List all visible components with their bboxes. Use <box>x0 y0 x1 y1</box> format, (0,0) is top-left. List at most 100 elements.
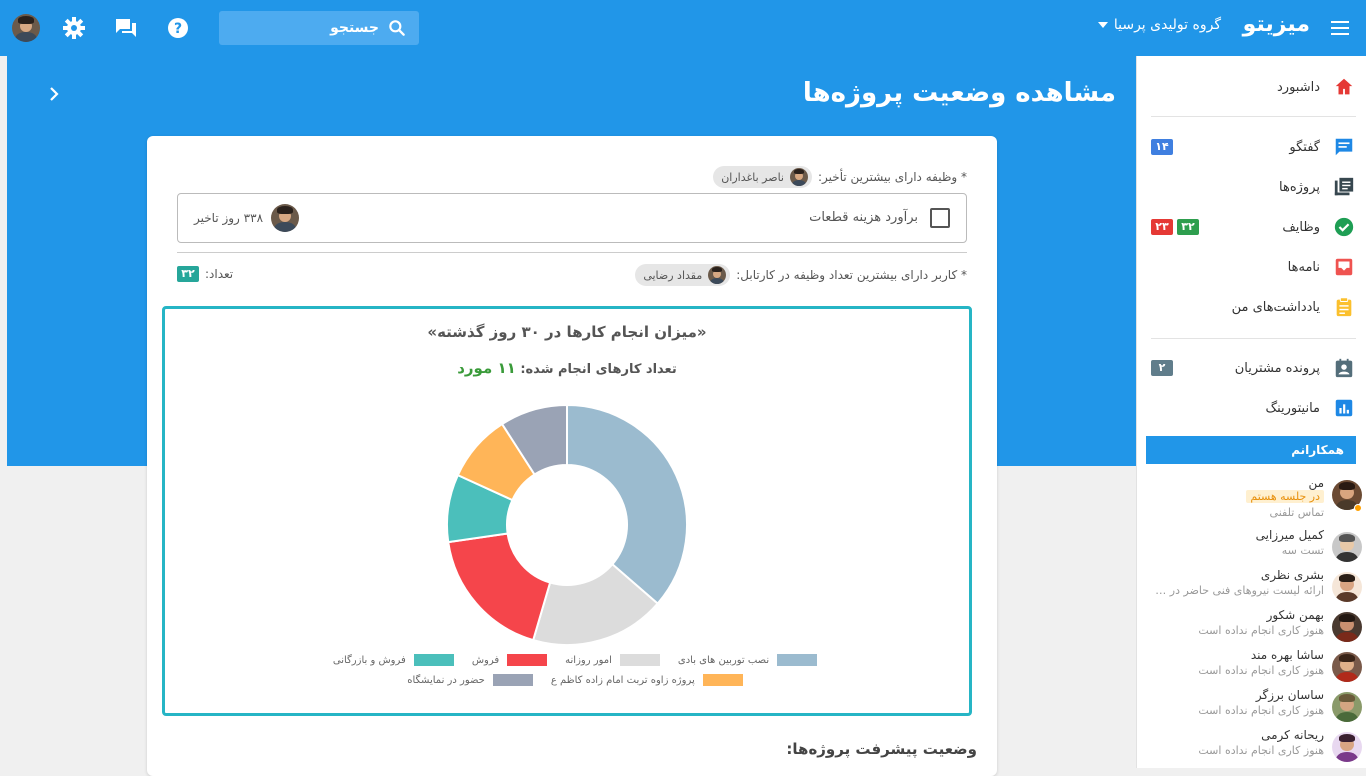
hamburger-menu-icon[interactable] <box>1328 16 1352 40</box>
avatar <box>1332 612 1362 642</box>
customer-file-icon <box>1332 356 1356 380</box>
most-tasks-label: * کاربر دارای بیشترین تعداد وظیفه در کار… <box>736 268 967 282</box>
donut-slice[interactable] <box>566 403 688 605</box>
chart-subtitle-value: ۱۱ مورد <box>457 359 516 377</box>
user-chip-name: ناصر باغداران <box>721 170 784 184</box>
user-chip[interactable]: ناصر باغداران <box>713 166 812 188</box>
donut-slice[interactable] <box>531 562 660 646</box>
legend-label: امور روزانه <box>565 654 612 666</box>
chevron-right-icon[interactable] <box>44 84 64 104</box>
task-delay: ۳۳۸ روز تاخیر <box>194 204 300 232</box>
chart-subtitle-label: تعداد کارهای انجام شده: <box>520 362 677 377</box>
task-checkbox[interactable] <box>930 208 950 228</box>
colleague-name: من <box>1308 476 1324 490</box>
sidebar-item-label: داشبورد <box>1277 79 1320 95</box>
sidebar-item-tasks-check[interactable]: وظایف ۳۲ ۲۳ <box>1151 212 1356 242</box>
chart-subtitle: تعداد کارهای انجام شده: ۱۱ مورد <box>165 359 969 377</box>
colleague-status-tag: در جلسه هستم <box>1246 490 1324 503</box>
avatar <box>1332 652 1362 682</box>
badge-group: ۱۴ <box>1151 139 1173 155</box>
search-box[interactable] <box>219 11 419 45</box>
donut-slice[interactable] <box>447 532 552 642</box>
most-delayed-row: * وظیفه دارای بیشترین تأخیر: ناصر باغدار… <box>713 166 967 188</box>
sidebar-item-customer-file[interactable]: پرونده مشتریان ۲ <box>1151 353 1356 383</box>
legend-swatch <box>777 654 818 666</box>
task-count-badge: ۳۲ <box>177 266 199 282</box>
tasks-done-chart: «میزان انجام کارها در ۳۰ روز گذشته» تعدا… <box>162 306 972 716</box>
projects-icon <box>1332 175 1356 199</box>
chevron-down-icon <box>1097 22 1108 28</box>
inbox-icon <box>1332 255 1356 279</box>
divider <box>1151 116 1356 117</box>
legend-item[interactable]: حضور در نمایشگاه <box>407 674 533 686</box>
avatar <box>1332 732 1362 762</box>
search-icon[interactable] <box>387 18 407 38</box>
sidebar-item-chat[interactable]: گفتگو ۱۴ <box>1151 132 1356 162</box>
colleague-item[interactable]: بشری نظری ارائه لیست نیروهای فنی حاضر در … <box>1148 568 1362 608</box>
count-badge: ۱۴ <box>1151 139 1173 155</box>
sidebar-item-label: یادداشت‌های من <box>1231 299 1320 315</box>
divider <box>1151 338 1356 339</box>
colleague-item[interactable]: ساشا بهره مند هنوز کاری انجام نداده است <box>1148 648 1362 688</box>
tasks-check-icon <box>1332 215 1356 239</box>
most-delayed-label: * وظیفه دارای بیشترین تأخیر: <box>817 170 967 184</box>
delayed-task-item[interactable]: برآورد هزینه قطعات ۳۳۸ روز تاخیر <box>177 193 967 243</box>
avatar <box>789 168 808 186</box>
count-badge: ۲۳ <box>1151 219 1173 235</box>
sidebar-item-inbox[interactable]: نامه‌ها <box>1151 252 1356 282</box>
sidebar-item-monitoring[interactable]: مانیتورینگ <box>1151 393 1356 423</box>
chart-legend: نصب توربین های بادی امور روزانه فروش فروش و… <box>225 654 925 686</box>
most-tasks-row: * کاربر دارای بیشترین تعداد وظیفه در کار… <box>635 264 967 286</box>
legend-item[interactable]: فروش و بازرگانی <box>333 654 454 666</box>
donut-chart <box>446 403 688 646</box>
task-title: برآورد هزینه قطعات <box>809 210 918 225</box>
donut-slice[interactable] <box>500 403 568 476</box>
legend-swatch <box>413 654 454 666</box>
avatar <box>1332 532 1362 562</box>
page-title: مشاهده وضعیت پروژه‌ها <box>802 78 1116 108</box>
legend-item[interactable]: پروژه زاوه تربت امام زاده کاظم ع <box>551 674 743 686</box>
brand-logo[interactable]: میزیتو <box>1242 12 1310 37</box>
colleague-status: هنوز کاری انجام نداده است <box>1198 744 1324 757</box>
sidebar-item-projects[interactable]: پروژه‌ها <box>1151 172 1356 202</box>
colleague-name: ساسان برزگر <box>1255 688 1324 702</box>
user-avatar[interactable] <box>12 14 40 42</box>
search-input[interactable] <box>259 20 379 36</box>
help-icon[interactable]: ? <box>166 16 190 40</box>
colleague-item[interactable]: بهمن شکور هنوز کاری انجام نداده است <box>1148 608 1362 648</box>
organization-name: گروه تولیدی پرسیا <box>1113 17 1221 33</box>
legend-item[interactable]: امور روزانه <box>565 654 660 666</box>
sidebar-item-label: پرونده مشتریان <box>1234 360 1320 376</box>
colleague-status: تست سه <box>1281 544 1324 557</box>
avatar <box>271 204 300 232</box>
avatar <box>708 266 727 284</box>
sidebar-item-notes[interactable]: یادداشت‌های من <box>1151 292 1356 322</box>
divider <box>177 252 967 253</box>
task-count-label: تعداد: <box>205 267 234 281</box>
organization-selector[interactable]: گروه تولیدی پرسیا <box>1097 17 1221 33</box>
task-delay-text: ۳۳۸ روز تاخیر <box>194 211 264 225</box>
project-status-card: * وظیفه دارای بیشترین تأخیر: ناصر باغدار… <box>147 136 997 776</box>
settings-gear-icon[interactable] <box>62 16 86 40</box>
avatar <box>1332 692 1362 722</box>
colleague-item[interactable]: کمیل میرزایی تست سه <box>1148 528 1362 568</box>
legend-item[interactable]: فروش <box>472 654 548 666</box>
messages-icon[interactable] <box>114 16 138 40</box>
sidebar-item-label: نامه‌ها <box>1287 259 1320 275</box>
notes-icon <box>1332 295 1356 319</box>
legend-swatch <box>702 674 743 686</box>
count-badge: ۳۲ <box>1177 219 1199 235</box>
user-chip[interactable]: مقداد رضایی <box>635 264 731 286</box>
colleague-item[interactable]: ریحانه کرمی هنوز کاری انجام نداده است <box>1148 728 1362 768</box>
legend-swatch <box>492 674 533 686</box>
colleague-item[interactable]: ساسان برزگر هنوز کاری انجام نداده است <box>1148 688 1362 728</box>
colleague-status: هنوز کاری انجام نداده است <box>1198 624 1324 637</box>
badge-group: ۲ <box>1151 360 1173 376</box>
legend-item[interactable]: نصب توربین های بادی <box>678 654 818 666</box>
colleague-item[interactable]: من در جلسه هستم تماس تلفنی <box>1148 476 1362 519</box>
sidebar-item-home[interactable]: داشبورد <box>1151 72 1356 102</box>
svg-text:?: ? <box>174 21 182 37</box>
colleague-status: هنوز کاری انجام نداده است <box>1198 704 1324 717</box>
home-icon <box>1332 75 1356 99</box>
colleague-name: بهمن شکور <box>1266 608 1324 622</box>
